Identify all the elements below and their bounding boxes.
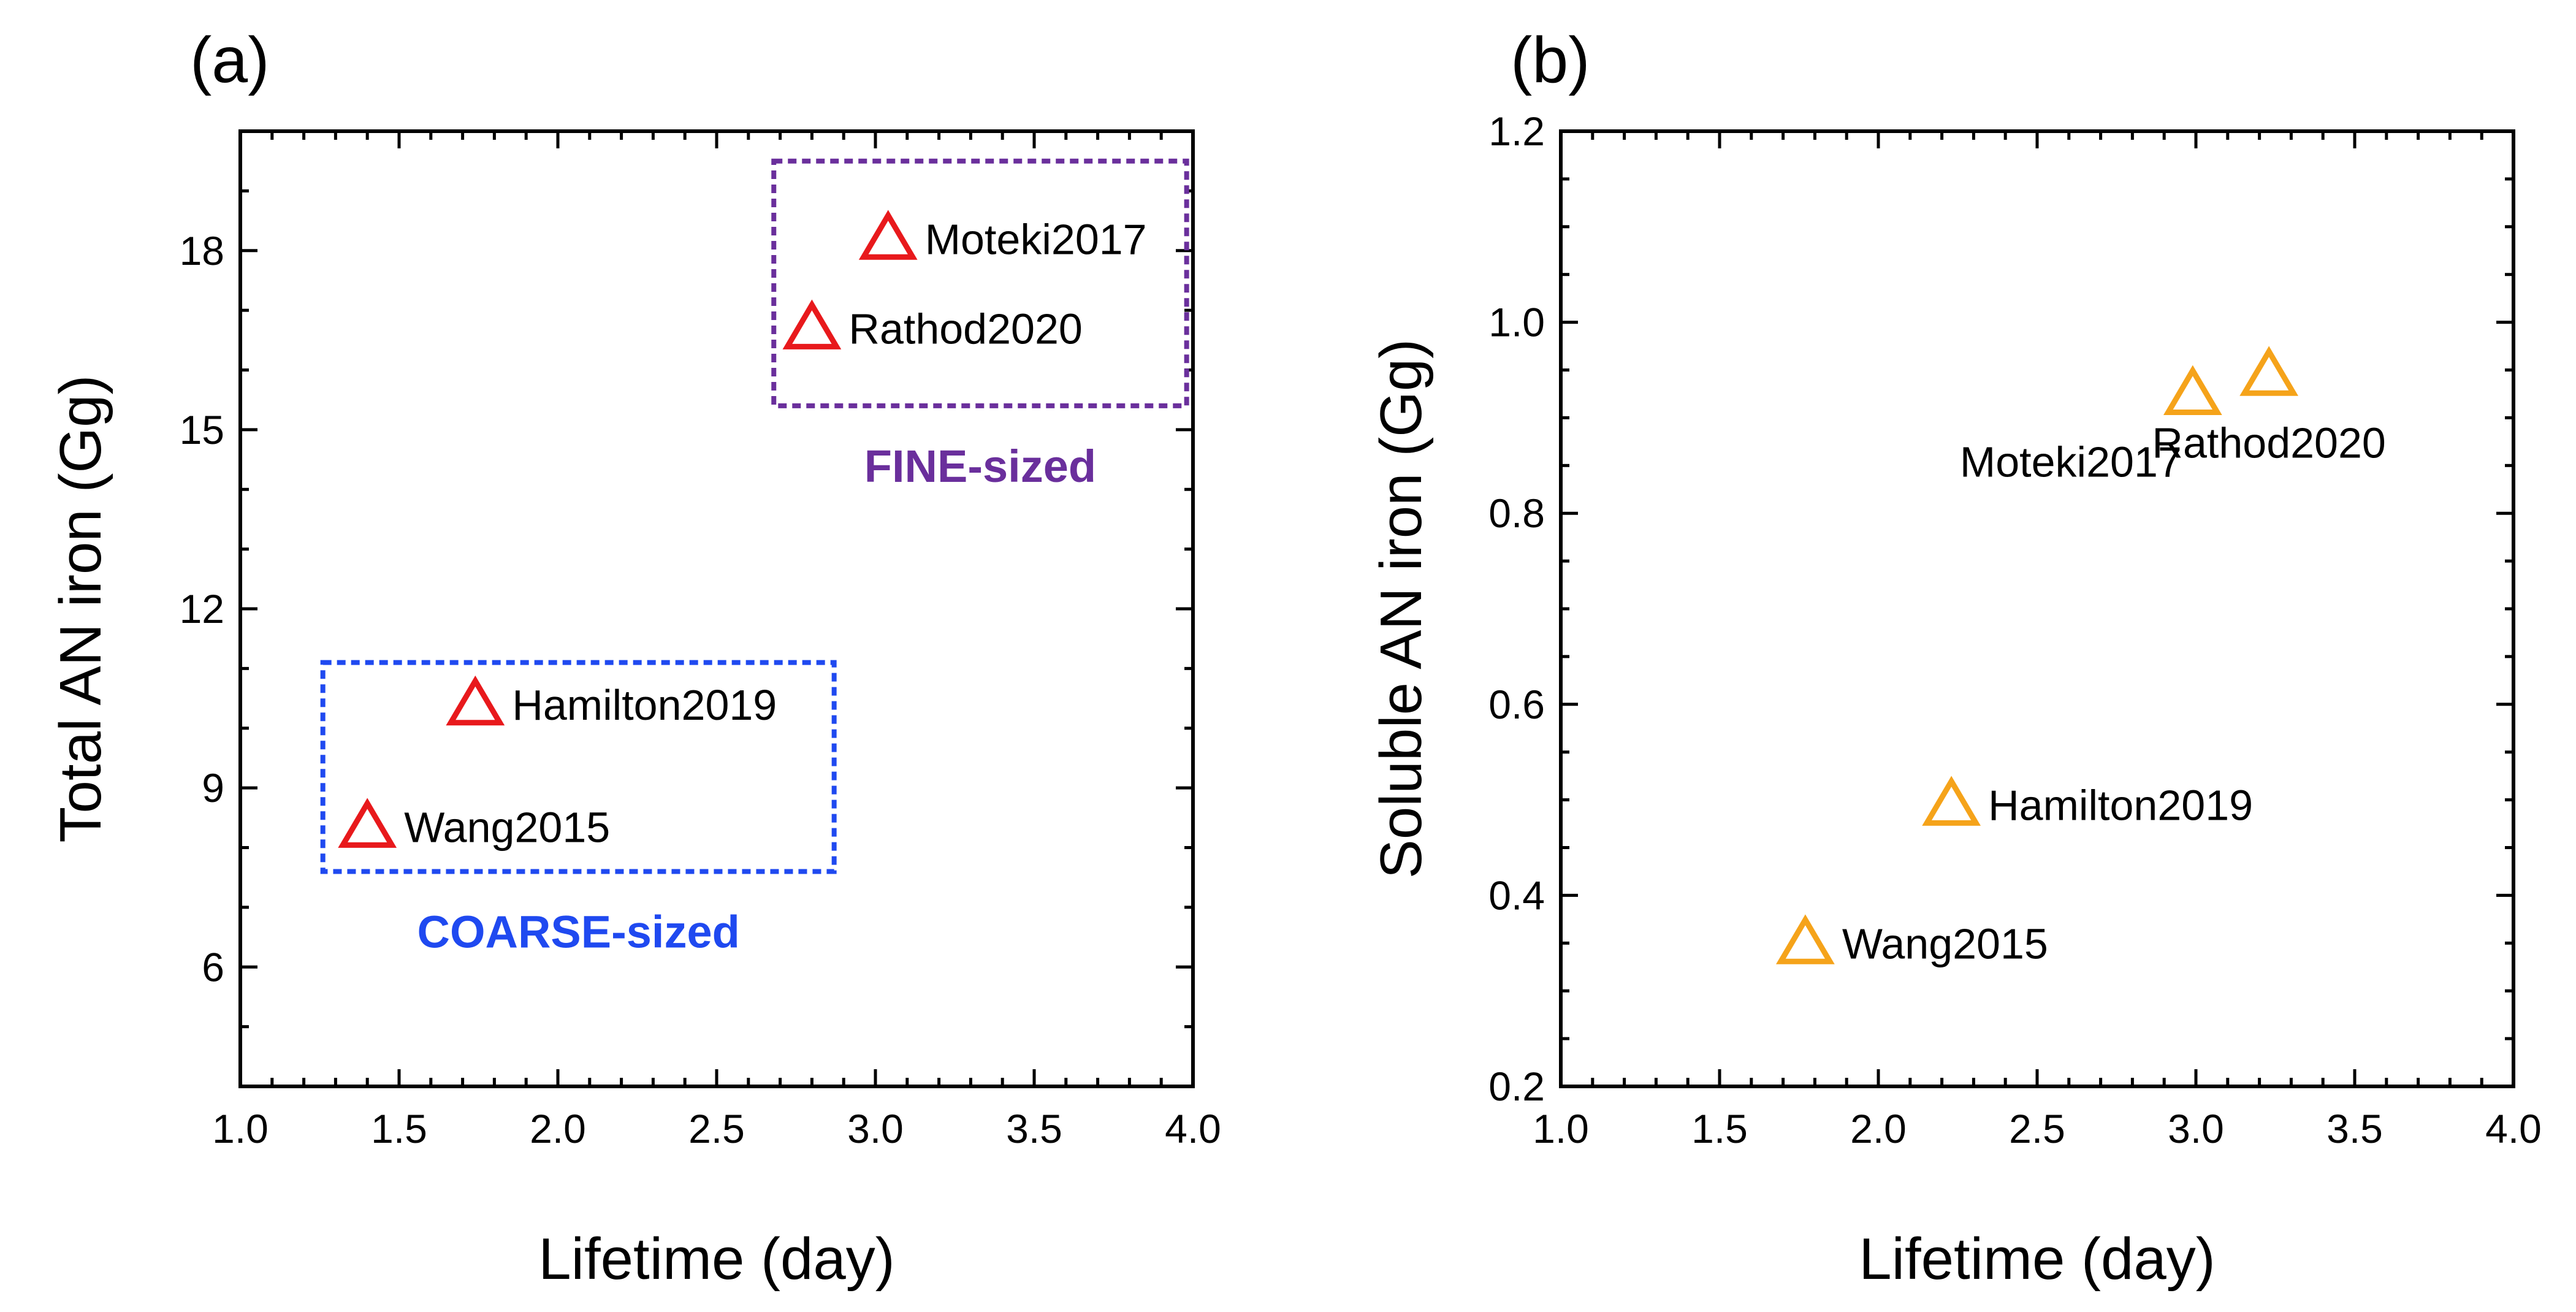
group-label: COARSE-sized [417, 906, 740, 957]
group-box [771, 158, 1189, 408]
data-point-triangle [338, 798, 397, 848]
data-point-label: Rathod2020 [2152, 419, 2385, 467]
y-tick-label: 9 [202, 765, 224, 810]
x-tick-label: 2.5 [2009, 1106, 2065, 1151]
x-tick-label: 3.5 [1006, 1106, 1062, 1151]
data-point-label: Hamilton2019 [512, 681, 777, 729]
panel-label: (b) [1511, 24, 1590, 96]
x-tick-label: 2.5 [688, 1106, 745, 1151]
x-axis-title: Lifetime (day) [1859, 1226, 2216, 1292]
data-point-triangle [1775, 914, 1835, 964]
x-tick-label: 1.5 [1691, 1106, 1748, 1151]
data-point-label: Wang2015 [1842, 920, 2048, 967]
y-tick-label: 0.2 [1488, 1064, 1545, 1109]
data-point-label: Hamilton2019 [1988, 781, 2253, 829]
panel-a: 1.0 1.5 2.0 2.5 3.0 3.5 4.0 6 9 12 15 18 Lifetime (d… [48, 24, 1221, 1292]
data-point-triangle [446, 675, 505, 726]
y-tick-label: 1.0 [1488, 300, 1545, 345]
y-axis-title: Soluble AN iron (Gg) [1368, 339, 1434, 879]
y-tick-label: 18 [180, 228, 224, 273]
x-tick-label: 1.0 [1533, 1106, 1589, 1151]
x-tick-label: 3.0 [847, 1106, 904, 1151]
data-point-triangle [858, 210, 918, 260]
x-tick-label: 1.5 [371, 1106, 427, 1151]
panel-label: (a) [190, 24, 270, 96]
data-point-label: Moteki2017 [925, 215, 1147, 263]
data-point-triangle [2163, 365, 2222, 415]
x-tick-label: 3.5 [2326, 1106, 2383, 1151]
data-point-label: Wang2015 [404, 803, 610, 851]
y-tick-label: 15 [180, 407, 224, 452]
group-label: FINE-sized [864, 441, 1096, 492]
x-tick-label: 4.0 [1165, 1106, 1221, 1151]
y-tick-label: 1.2 [1488, 109, 1545, 154]
y-tick-label: 0.6 [1488, 682, 1545, 727]
y-tick-label: 0.4 [1488, 872, 1545, 918]
data-point-triangle [1922, 776, 1981, 826]
data-point-label: Rathod2020 [848, 305, 1082, 353]
data-point-triangle [2239, 346, 2299, 396]
x-tick-label: 4.0 [2485, 1106, 2542, 1151]
data-point-label: Moteki2017 [1960, 438, 2182, 486]
x-tick-label: 2.0 [1850, 1106, 1907, 1151]
y-tick-label: 0.8 [1488, 490, 1545, 536]
x-tick-label: 1.0 [212, 1106, 269, 1151]
y-tick-label: 6 [202, 944, 224, 990]
x-tick-label: 3.0 [2168, 1106, 2224, 1151]
y-axis-title: Total AN iron (Gg) [48, 375, 113, 843]
data-point-triangle [782, 299, 842, 349]
y-tick-label: 12 [180, 586, 224, 631]
x-tick-label: 2.0 [530, 1106, 586, 1151]
group-box [320, 660, 837, 874]
panel-b: 1.0 1.5 2.0 2.5 3.0 3.5 4.0 0.2 0.4 0.6 0.8 1.0 1.2 L… [1368, 24, 2542, 1292]
x-axis-title: Lifetime (day) [538, 1226, 895, 1292]
